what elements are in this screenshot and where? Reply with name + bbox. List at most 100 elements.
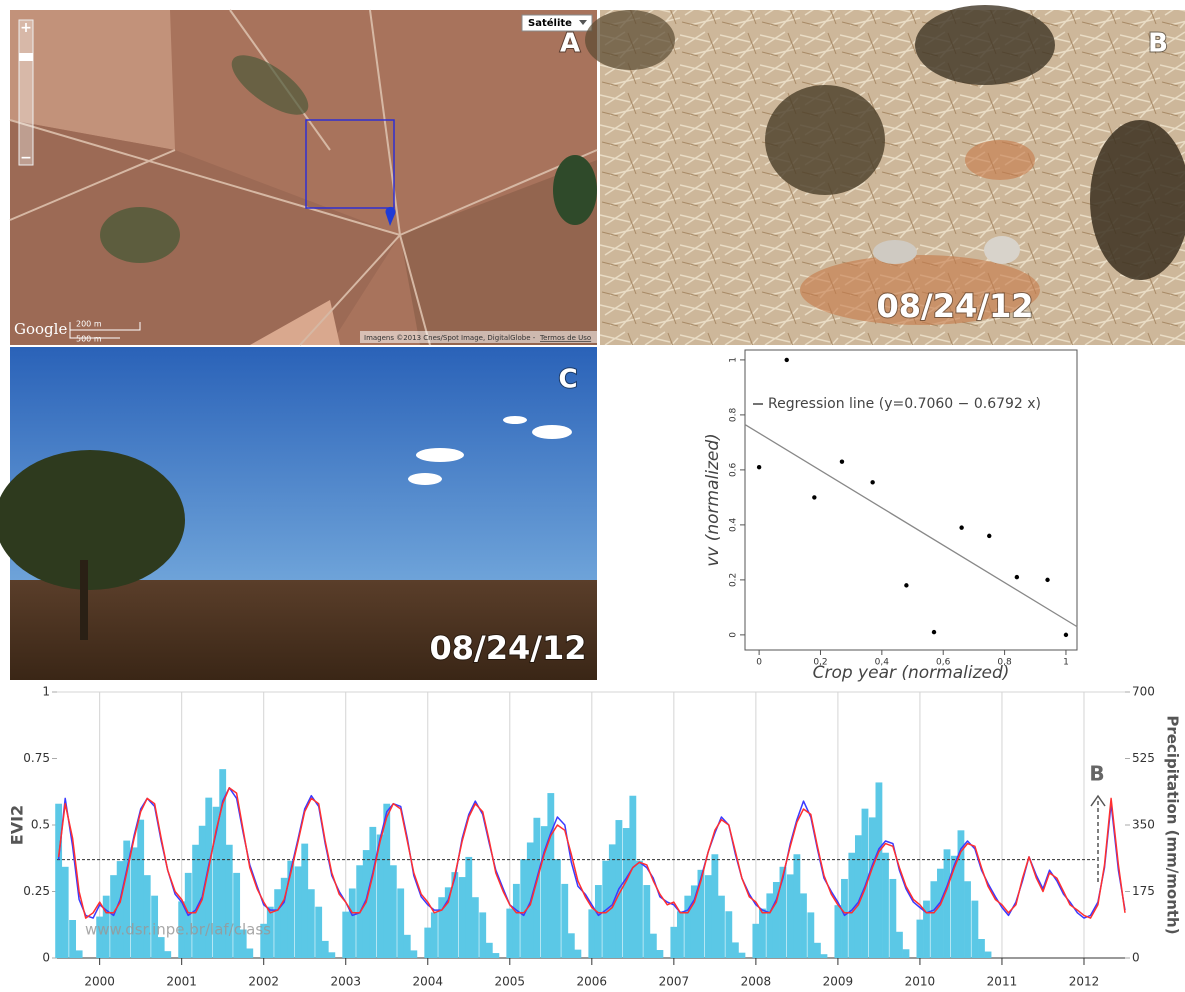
y-tick-label: 0.5 — [31, 818, 50, 832]
bar — [861, 808, 869, 958]
layer-button[interactable] — [521, 14, 593, 32]
x-tick-label: 0,4 — [875, 658, 890, 668]
bar — [479, 912, 487, 958]
bar — [75, 950, 83, 958]
photo-cloud — [408, 473, 442, 485]
point — [987, 533, 992, 539]
x-tick-label: 2005 — [495, 975, 526, 989]
zoom-thumb[interactable] — [19, 53, 33, 61]
layer-button-label[interactable]: Satélite — [528, 17, 572, 29]
bar — [430, 912, 438, 958]
bar — [807, 912, 815, 958]
y-tick-label: 0 — [42, 951, 50, 965]
bar — [512, 883, 520, 958]
bar — [752, 923, 760, 958]
bar — [164, 951, 172, 958]
bar — [397, 888, 405, 958]
bar — [280, 877, 288, 958]
bar — [868, 817, 876, 958]
bar — [96, 916, 104, 958]
photo-cloud — [503, 416, 527, 424]
dropdown-arrow — [579, 20, 587, 25]
attribution: Imagens ©2013 Cnes/Spot Image, DigitalGl… — [364, 334, 536, 342]
bar — [212, 806, 220, 958]
bar — [471, 897, 479, 958]
bar — [766, 893, 774, 958]
bar — [348, 888, 356, 958]
bar — [69, 920, 77, 958]
bar — [800, 893, 807, 958]
bar — [896, 931, 903, 958]
x-tick-label: 2002 — [248, 975, 279, 989]
bar — [151, 895, 159, 958]
bar — [697, 869, 705, 958]
bar — [588, 909, 596, 958]
bar — [410, 950, 418, 958]
map-vegetation — [100, 207, 180, 263]
bar — [274, 889, 282, 958]
point — [839, 459, 845, 464]
point — [756, 464, 762, 470]
bar — [547, 793, 555, 958]
bar — [793, 854, 801, 958]
photo-soil — [965, 140, 1035, 180]
bar — [957, 830, 965, 958]
map-selection-box — [305, 119, 395, 209]
bar — [875, 782, 883, 958]
bar — [178, 901, 186, 958]
bar — [506, 908, 514, 958]
bar — [438, 897, 446, 958]
x-tick-label: 0,2 — [813, 658, 827, 668]
point — [870, 480, 875, 485]
bar — [643, 885, 651, 958]
bar — [971, 900, 979, 958]
bar — [55, 803, 63, 958]
zoom-in[interactable]: + — [20, 20, 32, 36]
bar — [902, 949, 910, 958]
zoom-slider[interactable] — [18, 19, 34, 166]
y-tick-label: 0.8 — [729, 407, 739, 422]
bar — [266, 906, 274, 958]
photo-ground — [10, 580, 597, 680]
scale-bar — [69, 322, 141, 339]
photo-cloud — [532, 425, 572, 439]
bar — [759, 908, 766, 958]
x-tick-label: 2006 — [577, 975, 608, 989]
map-vegetation — [553, 155, 597, 225]
y2-tick-label: 350 — [1132, 818, 1155, 832]
bar — [444, 887, 452, 958]
photo-cloud — [416, 448, 464, 462]
bar — [711, 854, 719, 958]
bar — [307, 889, 315, 958]
bar — [594, 885, 602, 958]
bar — [779, 866, 787, 958]
zoom-out[interactable]: − — [20, 150, 32, 166]
map-road — [9, 9, 598, 346]
bar — [301, 843, 309, 958]
terms-link[interactable]: Termos de Uso — [539, 334, 591, 342]
point — [784, 357, 789, 363]
bar — [813, 942, 821, 958]
bar — [451, 872, 459, 958]
bar — [157, 937, 165, 958]
bar — [656, 950, 664, 958]
bar — [465, 856, 473, 958]
panel-label: A — [560, 29, 580, 59]
bar — [287, 860, 295, 958]
bar — [854, 835, 862, 958]
x-tick-label: 0,8 — [997, 658, 1012, 668]
photo-tuft — [765, 85, 885, 195]
y2-tick-label: 700 — [1132, 685, 1155, 699]
bar — [608, 844, 616, 958]
bar — [137, 819, 145, 958]
x-tick-label: 0 — [756, 658, 762, 668]
bar — [123, 840, 131, 958]
bar — [684, 895, 692, 958]
bar — [574, 949, 582, 958]
bar — [110, 875, 118, 958]
bar — [649, 933, 657, 958]
bar — [943, 849, 951, 958]
bar — [561, 883, 569, 958]
map-logo: Google — [14, 320, 67, 338]
panel-a: + − Satélite A Google 200 m 500 m Imagen… — [9, 9, 598, 346]
